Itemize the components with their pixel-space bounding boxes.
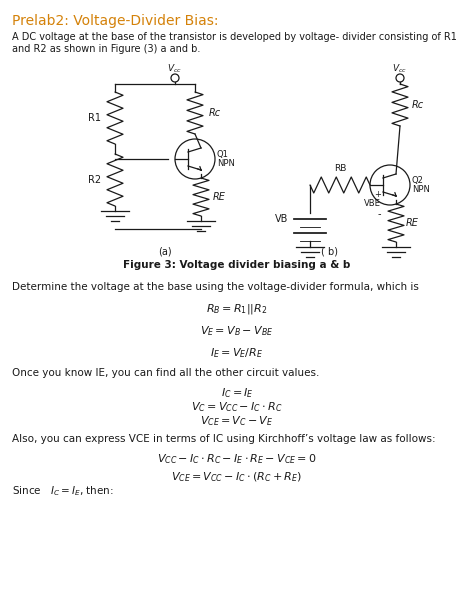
Text: $V_{cc}$: $V_{cc}$ bbox=[392, 62, 408, 75]
Text: $V_{CE} = V_C - V_E$: $V_{CE} = V_C - V_E$ bbox=[201, 414, 273, 428]
Text: ( b): ( b) bbox=[321, 246, 338, 256]
Text: NPN: NPN bbox=[217, 160, 235, 169]
Text: $V_{cc}$: $V_{cc}$ bbox=[167, 62, 182, 75]
Text: RE: RE bbox=[213, 192, 226, 202]
Text: R2: R2 bbox=[89, 175, 101, 185]
Text: A DC voltage at the base of the transistor is developed by voltage- divider cons: A DC voltage at the base of the transist… bbox=[12, 32, 457, 42]
Text: $I_E = V_E/R_E$: $I_E = V_E/R_E$ bbox=[210, 346, 264, 360]
Text: $I_C = I_E$: $I_C = I_E$ bbox=[220, 386, 254, 400]
Text: Determine the voltage at the base using the voltage-divider formula, which is: Determine the voltage at the base using … bbox=[12, 282, 419, 292]
Text: Since   $I_C = I_E$, then:: Since $I_C = I_E$, then: bbox=[12, 484, 114, 498]
Text: VB: VB bbox=[274, 214, 288, 224]
Text: -: - bbox=[377, 209, 381, 219]
Text: Figure 3: Voltage divider biasing a & b: Figure 3: Voltage divider biasing a & b bbox=[123, 260, 351, 270]
Text: and R2 as shown in Figure (3) a and b.: and R2 as shown in Figure (3) a and b. bbox=[12, 44, 201, 54]
Text: Once you know IE, you can find all the other circuit values.: Once you know IE, you can find all the o… bbox=[12, 368, 319, 378]
Text: $V_{CE} = V_{CC} - I_C \cdot (R_C + R_E)$: $V_{CE} = V_{CC} - I_C \cdot (R_C + R_E)… bbox=[172, 470, 302, 484]
Text: $V_C = V_{CC} - I_C \cdot R_C$: $V_C = V_{CC} - I_C \cdot R_C$ bbox=[191, 400, 283, 414]
Text: $V_E = V_B - V_{BE}$: $V_E = V_B - V_{BE}$ bbox=[201, 324, 273, 338]
Text: Q2: Q2 bbox=[412, 176, 424, 185]
Text: Q1: Q1 bbox=[217, 150, 229, 160]
Text: $V_{CC} - I_C \cdot R_C - I_E \cdot R_E - V_{CE} = 0$: $V_{CC} - I_C \cdot R_C - I_E \cdot R_E … bbox=[157, 452, 317, 466]
Text: Rc: Rc bbox=[209, 108, 221, 118]
Text: +: + bbox=[374, 190, 381, 199]
Text: $R_B = R_1||R_2$: $R_B = R_1||R_2$ bbox=[206, 302, 268, 316]
Text: RB: RB bbox=[334, 164, 346, 173]
Text: Also, you can express VCE in terms of IC using Kirchhoff’s voltage law as follow: Also, you can express VCE in terms of IC… bbox=[12, 434, 436, 444]
Text: (a): (a) bbox=[158, 246, 172, 256]
Text: Rc: Rc bbox=[412, 100, 424, 110]
Text: R1: R1 bbox=[89, 113, 101, 123]
Text: Prelab2: Voltage-Divider Bias:: Prelab2: Voltage-Divider Bias: bbox=[12, 14, 219, 28]
Text: RE: RE bbox=[406, 218, 419, 228]
Text: NPN: NPN bbox=[412, 185, 430, 194]
Text: VBE: VBE bbox=[364, 199, 381, 208]
